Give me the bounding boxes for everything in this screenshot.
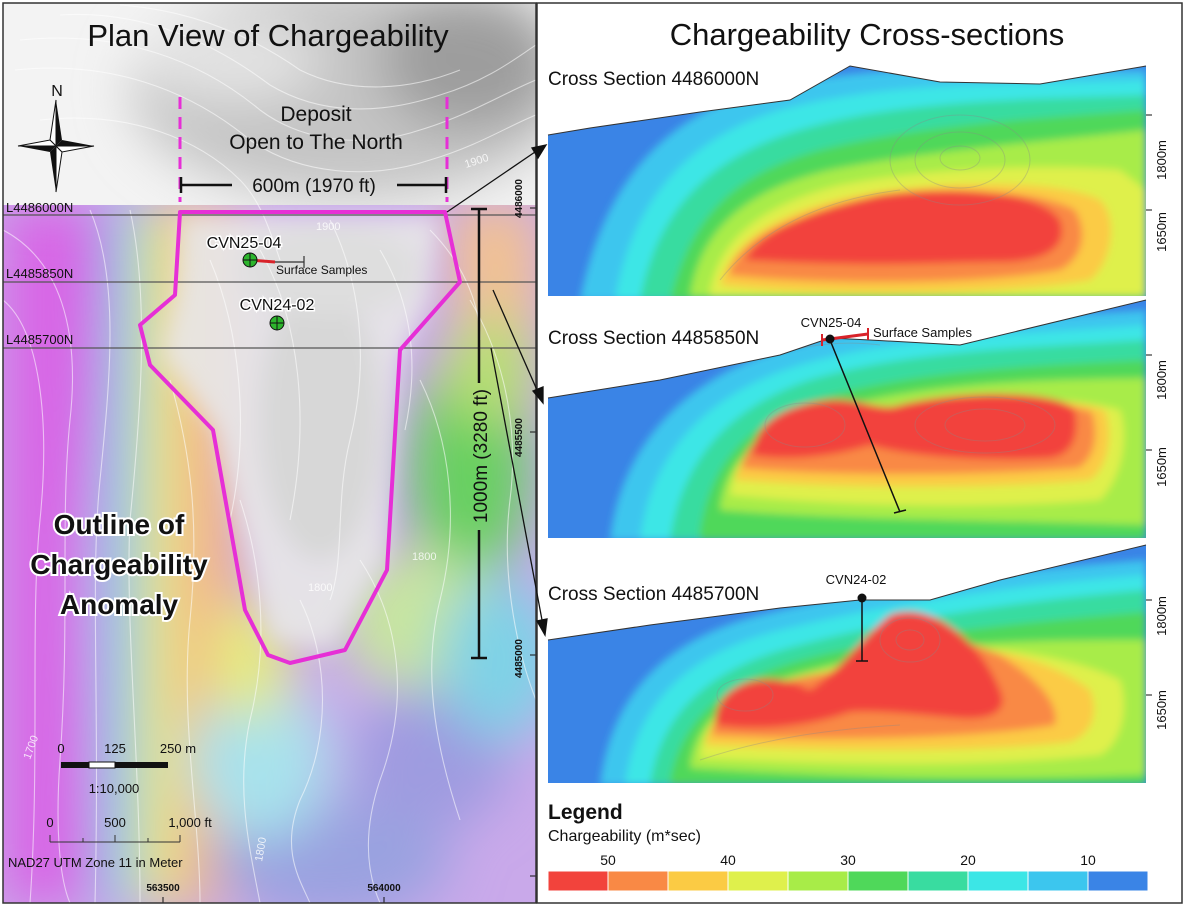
anomaly-label-line: Anomaly — [60, 589, 179, 620]
elevation-label: 1800m — [1154, 140, 1169, 180]
line-label: L4486000N — [6, 200, 73, 215]
grid-ticks — [162, 207, 536, 903]
legend-swatch — [607, 870, 669, 892]
length-label: 1000m (3280 ft) — [471, 389, 492, 523]
line-label: L4485850N — [6, 266, 73, 281]
contour-label: 1800 — [253, 836, 269, 862]
topo-profile — [547, 65, 1147, 136]
legend-swatch — [967, 870, 1029, 892]
anomaly-outline — [138, 210, 462, 665]
easting-tick: 564000 — [367, 883, 401, 894]
drillhole-label: CVN24-02 — [240, 297, 315, 314]
legend-subtitle: Chargeability (m*sec) — [548, 828, 701, 845]
legend-swatch — [667, 870, 729, 892]
legend-tick: 40 — [720, 852, 736, 868]
section-title: Cross Section 4485700N — [548, 584, 759, 605]
width-dimension — [179, 177, 448, 193]
scale-tick: 125 — [104, 741, 126, 756]
legend-swatch — [727, 870, 789, 892]
northing-tick: 4485000 — [514, 639, 525, 678]
scale-tick: 500 — [104, 815, 126, 830]
drillhole-cvn24-02[interactable] — [269, 315, 285, 331]
section-drillhole-cvn25-04[interactable] — [821, 328, 907, 514]
legend-swatch — [847, 870, 909, 892]
section-title: Cross Section 4485850N — [548, 328, 759, 349]
scale-tick: 0 — [46, 815, 53, 830]
scale-ratio: 1:10,000 — [89, 781, 140, 796]
legend-swatch — [1027, 870, 1089, 892]
elevation-label: 1650m — [1154, 690, 1169, 730]
section-samples-label: Surface Samples — [873, 325, 972, 340]
northing-tick: 4486000 — [514, 179, 525, 218]
contour-label: 1800 — [412, 551, 436, 563]
section-arrows — [446, 144, 548, 638]
metric-scale-bar — [61, 761, 168, 769]
easting-tick: 563500 — [146, 883, 180, 894]
sections-title: Chargeability Cross-sections — [670, 17, 1065, 52]
legend-swatch — [547, 870, 609, 892]
legend-swatch — [907, 870, 969, 892]
plan-frame — [2, 2, 537, 904]
scale-tick: 1,000 ft — [168, 815, 212, 830]
elevation-label: 1650m — [1154, 447, 1169, 487]
legend-swatch — [787, 870, 849, 892]
section-hole-label: CVN24-02 — [826, 572, 887, 587]
anomaly-label-line: Chargeability — [30, 549, 208, 580]
elevation-label: 1650m — [1154, 212, 1169, 252]
plan-title: Plan View of Chargeability — [87, 18, 449, 53]
anomaly-label-line: Outline of — [54, 509, 185, 540]
scale-tick: 250 m — [160, 741, 196, 756]
imperial-scale-bar — [49, 835, 181, 843]
length-dimension — [471, 207, 487, 660]
chargeability-field — [3, 205, 536, 903]
legend-tick: 30 — [840, 852, 856, 868]
surface-samples-label: Surface Samples — [276, 263, 367, 277]
elevation-label: 1800m — [1154, 596, 1169, 636]
legend-title: Legend — [548, 801, 623, 824]
north-arrow-icon — [17, 99, 95, 193]
anomaly-label: Outline of Chargeability Anomaly — [28, 507, 210, 622]
section-drillhole-cvn24-02[interactable] — [856, 593, 868, 662]
northing-tick: 4485500 — [514, 418, 525, 457]
section-hole-label: CVN25-04 — [801, 315, 862, 330]
drillhole-cvn25-04[interactable] — [242, 252, 305, 268]
deposit-label-line2: Open to The North — [229, 131, 403, 154]
width-label: 600m (1970 ft) — [252, 176, 376, 197]
legend-tick: 20 — [960, 852, 976, 868]
section-contours — [699, 617, 941, 761]
elevation-label: 1800m — [1154, 360, 1169, 400]
legend-tick: 10 — [1080, 852, 1096, 868]
legend-tick: 50 — [600, 852, 616, 868]
scale-tick: 0 — [57, 741, 64, 756]
projection-label: NAD27 UTM Zone 11 in Meter — [8, 855, 183, 870]
north-label: N — [51, 83, 63, 100]
section-contours — [719, 114, 1031, 281]
contour-label: 1900 — [316, 221, 340, 233]
plan-view: 1900 1900 1800 1800 1700 1800 Plan View … — [3, 3, 536, 903]
legend-color-bar — [547, 870, 1149, 892]
contour-label: 1800 — [308, 582, 332, 594]
drillhole-label: CVN25-04 — [207, 235, 282, 252]
cross-section-4485700 — [547, 544, 1147, 783]
line-label: L4485700N — [6, 332, 73, 347]
section-title: Cross Section 4486000N — [548, 69, 759, 90]
topo-contours — [3, 4, 536, 903]
legend-swatch — [1087, 870, 1149, 892]
deposit-label-line1: Deposit — [280, 103, 351, 126]
